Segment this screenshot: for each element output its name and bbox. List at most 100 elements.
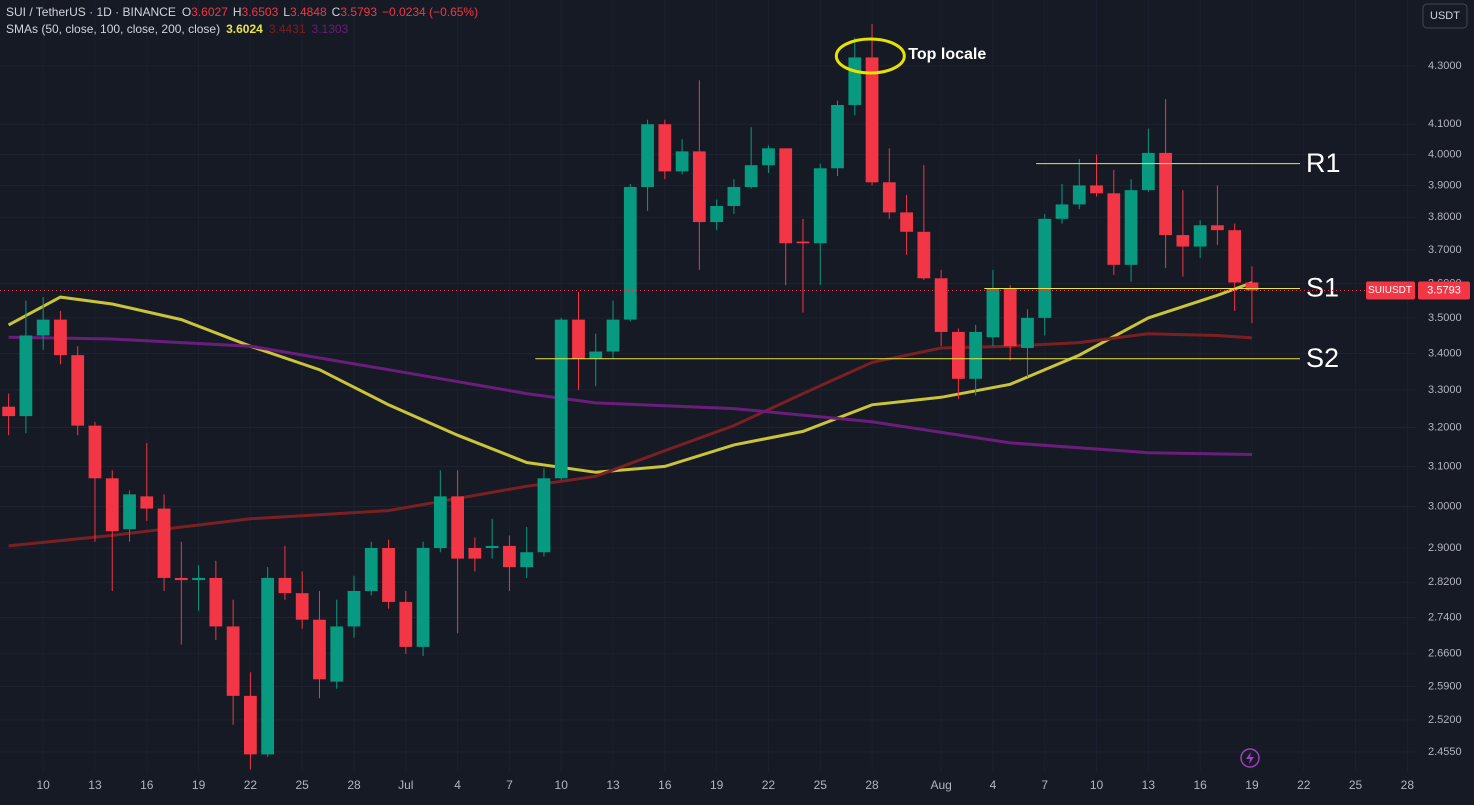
sma-line: [8, 332, 1253, 548]
candle-body: [278, 577, 292, 594]
candle-body: [313, 619, 326, 680]
candle-body: [1090, 185, 1103, 194]
x-tick-label: 4: [454, 778, 461, 792]
candle-body: [209, 577, 223, 627]
lightning-icon[interactable]: [1240, 748, 1260, 768]
x-tick-label: 25: [814, 778, 828, 792]
candle-body: [485, 545, 499, 549]
x-tick-label: 19: [192, 778, 206, 792]
indicator-value: 3.4431: [269, 22, 306, 36]
candle-body: [1055, 204, 1069, 219]
change: −0.0234 (−0.65%): [382, 5, 478, 19]
candle-body: [572, 319, 585, 359]
candle-body: [123, 494, 136, 530]
candle-body: [157, 508, 171, 578]
candle-body: [520, 552, 534, 568]
y-tick-label: 3.2000: [1428, 421, 1462, 433]
candle-body: [900, 212, 913, 232]
candle-body: [468, 548, 482, 559]
ohlc-value: 3.4848: [290, 5, 327, 19]
indicator-value: 3.6024: [226, 22, 263, 36]
candle-body: [1107, 193, 1121, 265]
candle-body: [261, 577, 275, 755]
ohlc-letter: C: [332, 5, 341, 19]
candle-body: [796, 241, 810, 244]
ohlc-letter: H: [233, 5, 242, 19]
candle-body: [140, 496, 154, 509]
candle-body: [416, 548, 430, 647]
currency-label[interactable]: USDT: [1430, 10, 1460, 22]
candle-body: [105, 478, 119, 532]
symbol-header: SUI / TetherUS · 1D · BINANCE O3.6027 H3.6…: [6, 5, 478, 19]
y-tick-label: 3.3000: [1428, 384, 1462, 396]
x-tick-label: 16: [658, 778, 672, 792]
y-tick-label: 2.6600: [1428, 648, 1462, 660]
candle-body: [762, 148, 775, 166]
x-tick-label: 10: [1090, 778, 1104, 792]
candle-body: [347, 590, 361, 627]
candle-body: [969, 331, 983, 379]
y-tick-label: 3.8000: [1428, 211, 1462, 223]
x-tick-label: 28: [1401, 778, 1415, 792]
candle-body: [88, 425, 102, 479]
x-tick-label: 25: [296, 778, 310, 792]
plot: [2, 23, 1259, 770]
candle-body: [554, 319, 568, 479]
x-tick-label: 22: [244, 778, 258, 792]
candle-body: [1072, 185, 1086, 205]
y-tick-label: 2.4550: [1428, 746, 1462, 758]
candle-body: [2, 406, 16, 417]
level-label: R1: [1306, 148, 1341, 178]
y-tick-label: 2.9000: [1428, 542, 1462, 554]
candle-body: [295, 593, 309, 620]
candle-body: [589, 351, 603, 359]
candle-body: [710, 205, 724, 223]
indicator-value: 3.1303: [312, 22, 349, 36]
x-tick-label: 13: [606, 778, 620, 792]
candle-body: [1038, 218, 1052, 318]
x-tick-label: 22: [762, 778, 776, 792]
y-tick-label: 3.1000: [1428, 460, 1462, 472]
candle-body: [1003, 288, 1017, 347]
price-tag-value-bg: [1418, 281, 1470, 300]
candle-body: [1141, 152, 1155, 191]
x-tick-label: Jul: [398, 778, 413, 792]
candle-body: [779, 148, 793, 244]
x-tick-label: 25: [1349, 778, 1363, 792]
candle-body: [1193, 225, 1207, 247]
candle-body: [675, 151, 689, 172]
y-tick-label: 3.0000: [1428, 500, 1462, 512]
ohlc-letter: L: [283, 5, 290, 19]
grid: [0, 0, 1416, 772]
x-tick-label: 19: [710, 778, 724, 792]
candle-body: [623, 186, 637, 320]
candle-body: [192, 577, 205, 581]
candle-body: [174, 577, 188, 581]
ohlc-value: 3.5793: [340, 5, 377, 19]
candle-body: [813, 168, 827, 244]
candle-body: [606, 319, 620, 352]
y-tick-label: 4.0000: [1428, 148, 1462, 160]
ohlc-letter: O: [182, 5, 191, 19]
y-tick-label: 4.3000: [1428, 60, 1462, 72]
overlay: 4.30004.10004.00003.90003.80003.70003.60…: [0, 37, 1470, 792]
candle-body: [382, 548, 395, 602]
candle-body: [399, 601, 413, 647]
y-tick-label: 3.7000: [1428, 244, 1462, 256]
sma-line: [8, 335, 1253, 456]
x-tick-label: 7: [506, 778, 513, 792]
candle-body: [1245, 282, 1259, 291]
x-tick-label: 13: [88, 778, 102, 792]
candle-body: [848, 57, 862, 105]
y-tick-label: 2.8200: [1428, 576, 1462, 588]
sma-line: [7, 281, 1253, 474]
price-tag-value: 3.5793: [1427, 284, 1461, 296]
y-tick-label: 3.4000: [1428, 347, 1462, 359]
candle-body: [882, 182, 896, 213]
x-tick-label: 4: [990, 778, 997, 792]
candle-body: [1159, 152, 1172, 236]
currency-button[interactable]: [1422, 3, 1468, 29]
candle-body: [727, 186, 741, 206]
